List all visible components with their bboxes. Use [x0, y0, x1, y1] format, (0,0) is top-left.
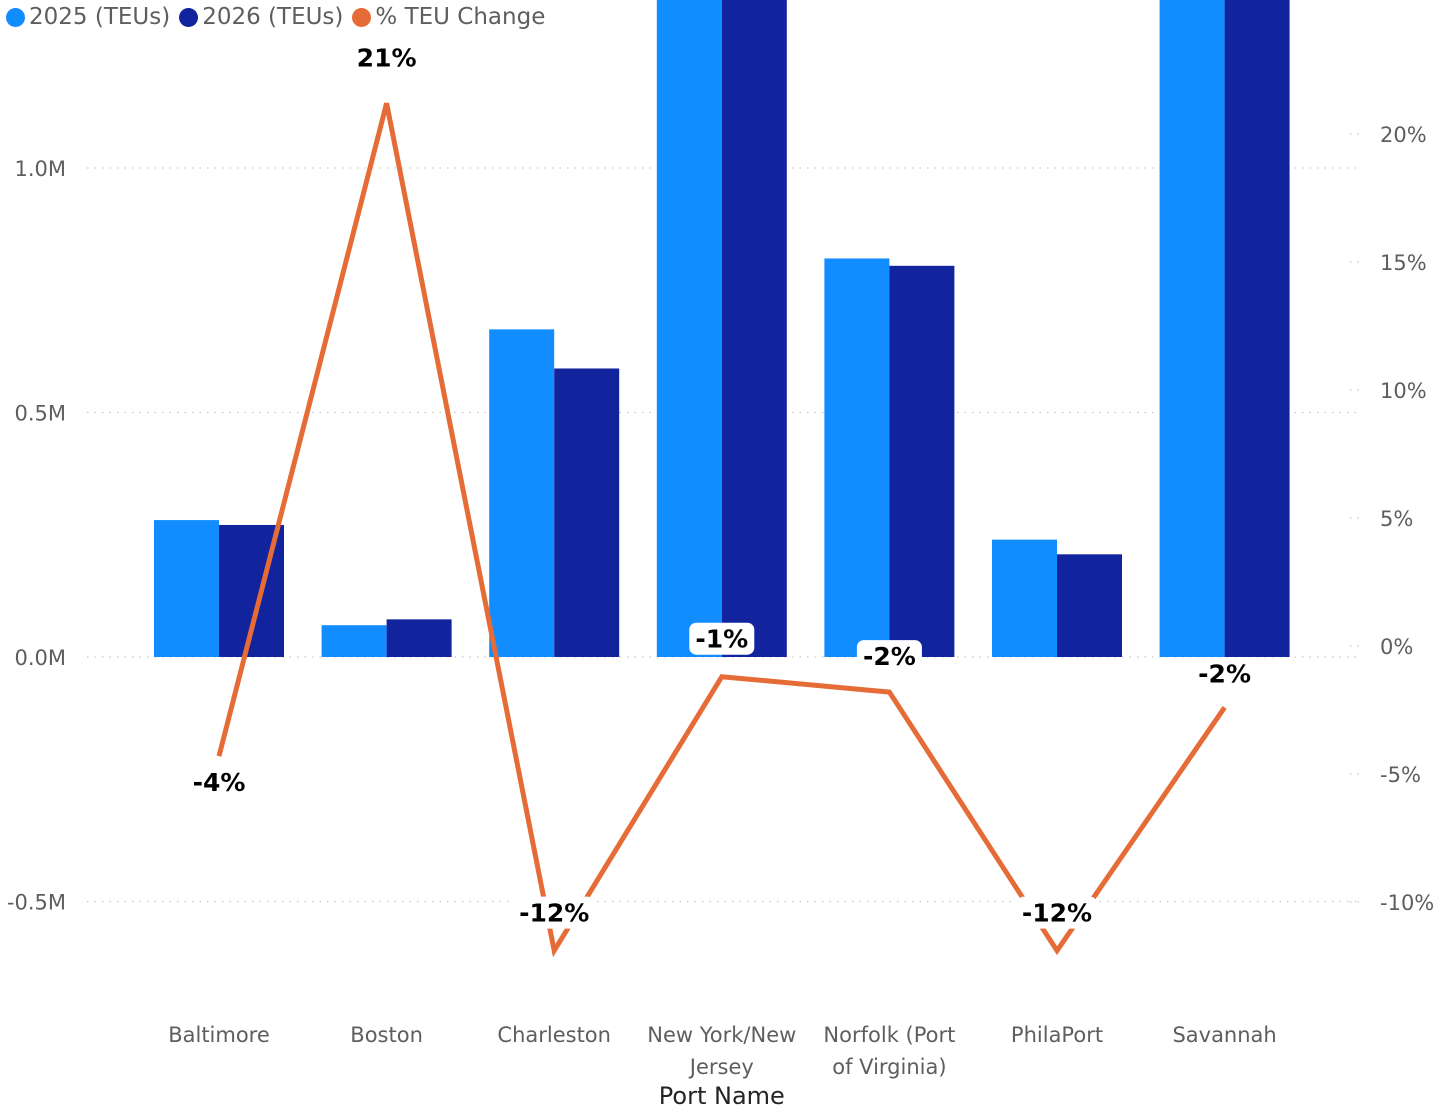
x-tick-label: Charleston: [497, 1023, 611, 1047]
x-tick-label: New York/New: [647, 1023, 796, 1047]
chart-legend: 2025 (TEUs) 2026 (TEUs) % TEU Change: [6, 2, 554, 32]
data-label-background: [354, 41, 420, 74]
data-label-background: [856, 640, 922, 673]
bar: [824, 258, 890, 657]
data-label: 21%: [357, 43, 417, 72]
legend-label: 2026 (TEUs): [202, 4, 344, 30]
legend-item[interactable]: 2026 (TEUs): [179, 4, 343, 30]
bar: [154, 520, 219, 657]
x-tick-label: PhilaPort: [1011, 1023, 1103, 1047]
y-left-tick-label: 1.0M: [14, 157, 66, 181]
bar: [992, 539, 1057, 657]
y-right-tick-label: 15%: [1380, 251, 1427, 275]
data-label: -2%: [863, 642, 916, 671]
data-label-background: [514, 896, 595, 929]
data-label: -12%: [519, 899, 589, 928]
bar: [889, 265, 955, 657]
data-label-background: [186, 766, 252, 799]
y-left-tick-label: 0.5M: [14, 402, 66, 426]
legend-marker-icon: [179, 7, 199, 27]
bar: [656, 0, 722, 658]
data-label-background: [689, 622, 755, 655]
data-label: -4%: [193, 768, 246, 797]
x-tick-label: of Virginia): [832, 1055, 946, 1079]
y-right-tick-label: -10%: [1380, 891, 1434, 915]
y-right-tick-label: 10%: [1380, 379, 1427, 403]
data-labels: -4% 21% -12% -1% -2% -12% -2%: [186, 41, 1258, 929]
y-right-tick-label: 5%: [1380, 507, 1413, 531]
y-right-tick-label: 20%: [1380, 123, 1427, 147]
bar: [1159, 0, 1225, 658]
data-label-background: [1017, 896, 1097, 929]
data-label: -12%: [1022, 899, 1092, 928]
legend-label: % TEU Change: [375, 4, 546, 30]
y-left-tick-label: -0.5M: [7, 891, 66, 915]
legend-item[interactable]: 2025 (TEUs): [6, 4, 170, 30]
bar: [386, 619, 452, 657]
x-tick-label: Savannah: [1172, 1023, 1276, 1047]
axes: -1.0M-0.5M0.0M0.5M1.0M1.5M2.0M-10%-5%0%5…: [7, 123, 1434, 1079]
x-tick-label: Norfolk (Port: [823, 1023, 955, 1047]
bar: [489, 329, 555, 657]
legend-marker-icon: [6, 7, 25, 27]
bar-series: [154, 0, 1290, 658]
data-label: -2%: [1198, 659, 1251, 688]
data-label-background: [1192, 657, 1258, 690]
x-tick-label: Jersey: [688, 1055, 754, 1079]
legend-item[interactable]: % TEU Change: [352, 4, 545, 30]
bar: [554, 368, 620, 657]
legend-label: 2025 (TEUs): [29, 4, 171, 30]
y-right-tick-label: -5%: [1380, 763, 1421, 787]
bar: [1224, 0, 1290, 657]
bar: [321, 625, 387, 657]
x-tick-label: Baltimore: [168, 1023, 270, 1047]
legend-marker-icon: [352, 7, 372, 27]
x-axis-title: Port Name: [659, 1082, 785, 1110]
bar: [721, 0, 787, 658]
y-right-tick-label: 0%: [1380, 635, 1413, 659]
bar: [1057, 554, 1122, 657]
data-label: -1%: [695, 625, 748, 654]
x-tick-label: Boston: [350, 1023, 423, 1047]
line-series: [216, 102, 1227, 958]
y-left-tick-label: 0.0M: [14, 646, 66, 670]
